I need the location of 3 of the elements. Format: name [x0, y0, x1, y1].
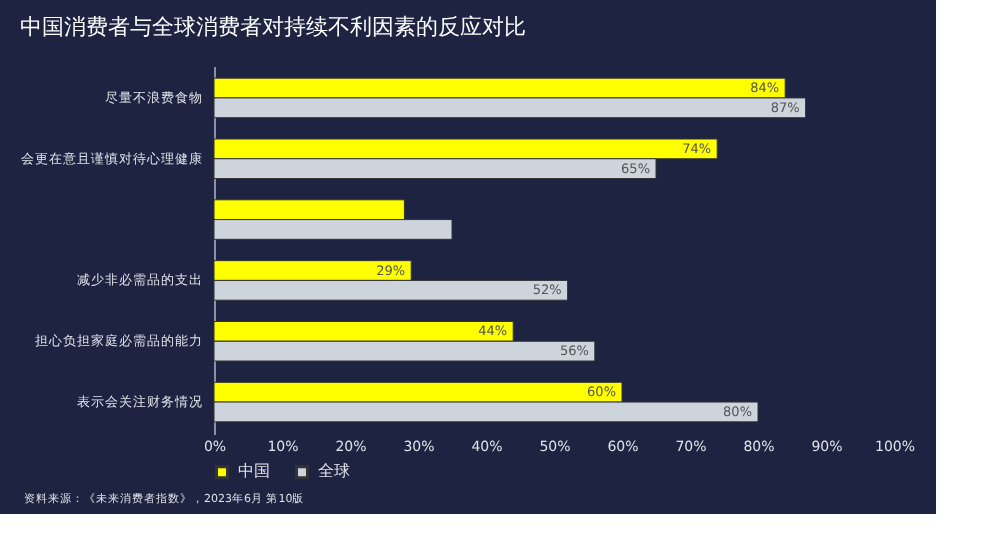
chart-title: 中国消费者与全球消费者对持续不利因素的反应对比: [20, 14, 526, 40]
legend-label: 全球: [318, 462, 350, 481]
legend-label: 中国: [238, 462, 270, 481]
